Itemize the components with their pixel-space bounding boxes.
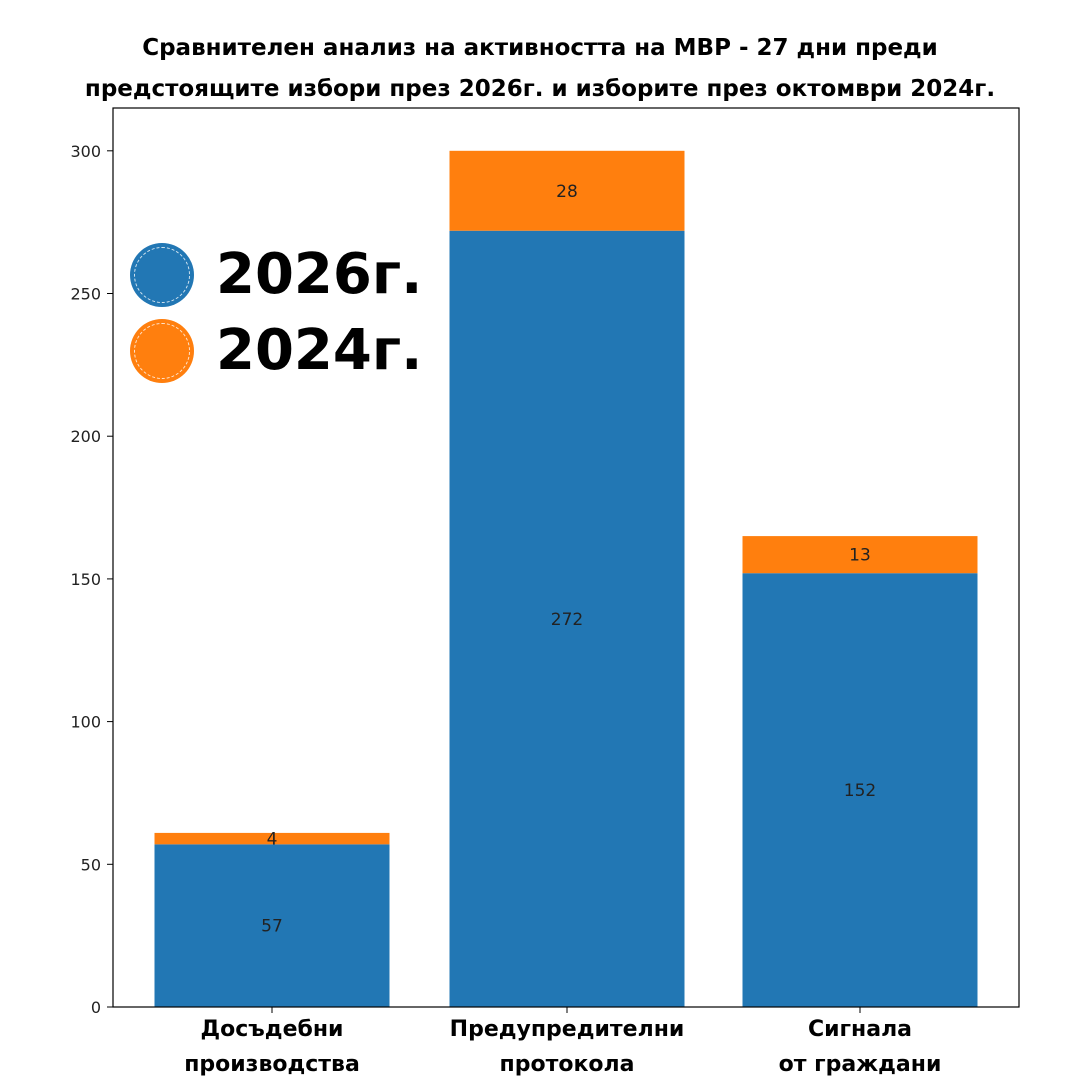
bar-2024 <box>742 536 978 574</box>
bar-2026 <box>742 573 978 1007</box>
bar-2024 <box>154 832 390 845</box>
x-tick-label-1: Предупредителни протокола <box>417 1012 717 1082</box>
bar-2026 <box>449 230 685 1007</box>
legend-label-2024: 2024г. <box>216 318 423 383</box>
legend-label-2026: 2026г. <box>216 242 423 307</box>
x-tick-label-line: Сигнала <box>807 1017 913 1042</box>
plot-frame <box>112 107 1020 1008</box>
y-tick-label: 200 <box>70 427 101 446</box>
bar-2024 <box>449 150 685 231</box>
bar-value-label: 4 <box>267 830 278 850</box>
y-tick-label: 100 <box>70 713 101 732</box>
legend-swatch-2024 <box>130 318 194 383</box>
legend-swatch-2026 <box>130 242 194 307</box>
bar-value-label: 152 <box>844 781 876 801</box>
chart-title: Сравнителен анализ на активността на МВР… <box>0 28 1080 110</box>
x-tick-label-line: протокола <box>499 1052 635 1077</box>
y-tick-label: 50 <box>81 855 101 874</box>
x-tick-label-line: производства <box>184 1052 360 1077</box>
x-tick-label-2: Сигнала от граждани <box>710 1012 1010 1082</box>
bar-value-label: 57 <box>261 917 283 937</box>
bar-value-label: 272 <box>551 610 583 630</box>
x-tick-label-0: Досъдебни производства <box>122 1012 422 1082</box>
chart-title-line-1: Сравнителен анализ на активността на МВР… <box>142 35 938 61</box>
x-tick-label-line: Предупредителни <box>449 1017 685 1042</box>
y-tick-label: 250 <box>70 285 101 304</box>
y-tick-label: 0 <box>91 998 101 1017</box>
bar-2026 <box>154 844 390 1007</box>
legend-item-2026: 2026г. <box>130 242 422 307</box>
x-tick-label-line: Досъдебни <box>200 1017 344 1042</box>
chart-title-line-2: предстоящите избори през 2026г. и избори… <box>84 76 996 102</box>
x-tick-label-line: от граждани <box>778 1052 942 1077</box>
bar-value-label: 28 <box>556 182 578 202</box>
y-tick-label: 150 <box>70 570 101 589</box>
y-tick-label: 300 <box>70 142 101 161</box>
bar-value-label: 13 <box>849 546 871 566</box>
legend-item-2024: 2024г. <box>130 318 422 383</box>
